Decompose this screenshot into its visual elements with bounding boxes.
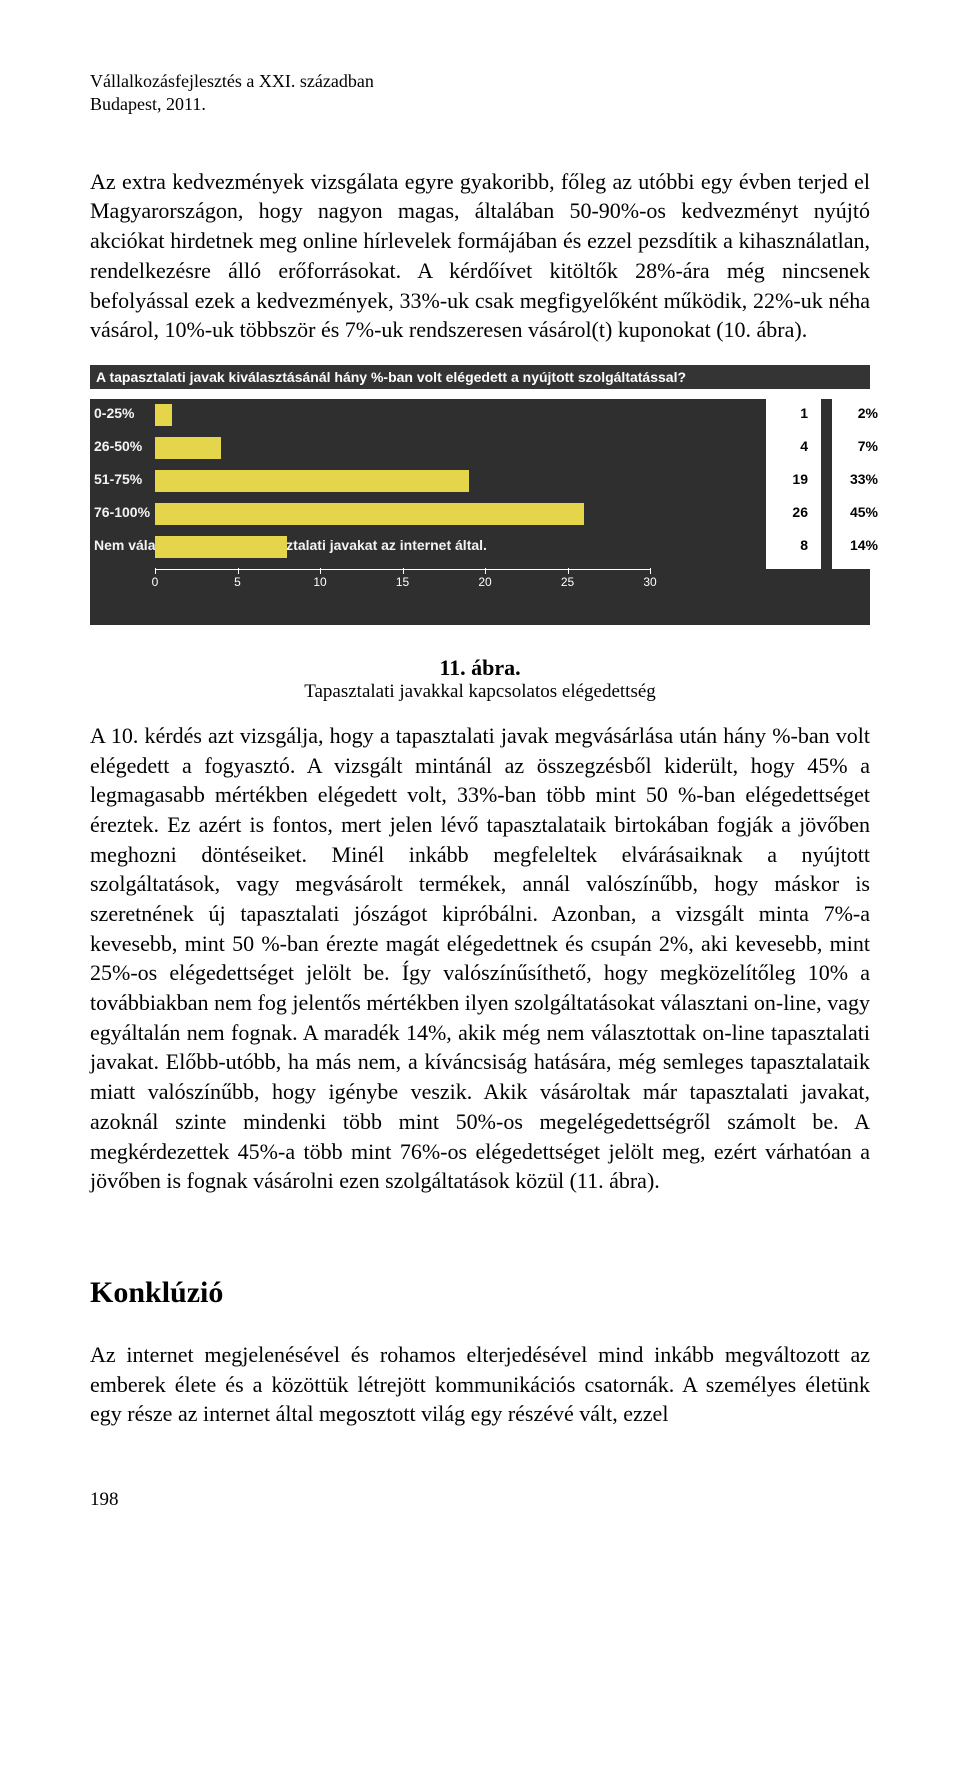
- chart-percent-label: 2%: [838, 405, 878, 421]
- satisfaction-chart: A tapasztalati javak kiválasztásánál hán…: [90, 365, 870, 625]
- chart-x-axis: 051015202530: [155, 569, 650, 597]
- figure-number: 11. ábra.: [90, 655, 870, 681]
- chart-count-label: 19: [778, 471, 808, 487]
- chart-bar: [155, 536, 287, 558]
- chart-x-tick-label: 0: [152, 575, 159, 589]
- chart-category-label: Nem választottam még tapasztalati javaka…: [94, 537, 487, 553]
- running-header: Vállalkozásfejlesztés a XXI. században B…: [90, 70, 870, 117]
- chart-percent-label: 14%: [838, 537, 878, 553]
- chart-bar: [155, 503, 584, 525]
- chart-bar: [155, 404, 172, 426]
- chart-bar: [155, 470, 469, 492]
- chart-x-tick-label: 20: [478, 575, 491, 589]
- chart-category-label: 76-100%: [94, 504, 150, 520]
- chart-x-tick-label: 15: [396, 575, 409, 589]
- page-number: 198: [90, 1489, 870, 1511]
- chart-category-label: 26-50%: [94, 438, 142, 454]
- chart-plot-area: 0-25%12%26-50%47%51-75%1933%76-100%2645%…: [90, 399, 870, 625]
- paragraph-3: Az internet megjelenésével és rohamos el…: [90, 1340, 870, 1429]
- paragraph-1: Az extra kedvezmények vizsgálata egyre g…: [90, 167, 870, 345]
- chart-percent-label: 45%: [838, 504, 878, 520]
- chart-bar: [155, 437, 221, 459]
- chart-x-tick-label: 10: [313, 575, 326, 589]
- chart-count-label: 26: [778, 504, 808, 520]
- header-line1: Vállalkozásfejlesztés a XXI. században: [90, 70, 870, 93]
- chart-percent-label: 7%: [838, 438, 878, 454]
- figure-caption: 11. ábra. Tapasztalati javakkal kapcsola…: [90, 655, 870, 703]
- figure-caption-text: Tapasztalati javakkal kapcsolatos eléged…: [90, 681, 870, 703]
- section-heading-conclusion: Konklúzió: [90, 1276, 870, 1310]
- chart-x-tick-label: 30: [643, 575, 656, 589]
- header-line2: Budapest, 2011.: [90, 93, 870, 116]
- chart-category-label: 51-75%: [94, 471, 142, 487]
- chart-count-label: 1: [778, 405, 808, 421]
- chart-percent-label: 33%: [838, 471, 878, 487]
- chart-count-label: 8: [778, 537, 808, 553]
- paragraph-2: A 10. kérdés azt vizsgálja, hogy a tapas…: [90, 721, 870, 1196]
- chart-title: A tapasztalati javak kiválasztásánál hán…: [90, 365, 870, 389]
- chart-x-tick-label: 5: [234, 575, 241, 589]
- chart-count-label: 4: [778, 438, 808, 454]
- chart-x-tick-label: 25: [561, 575, 574, 589]
- chart-category-label: 0-25%: [94, 405, 134, 421]
